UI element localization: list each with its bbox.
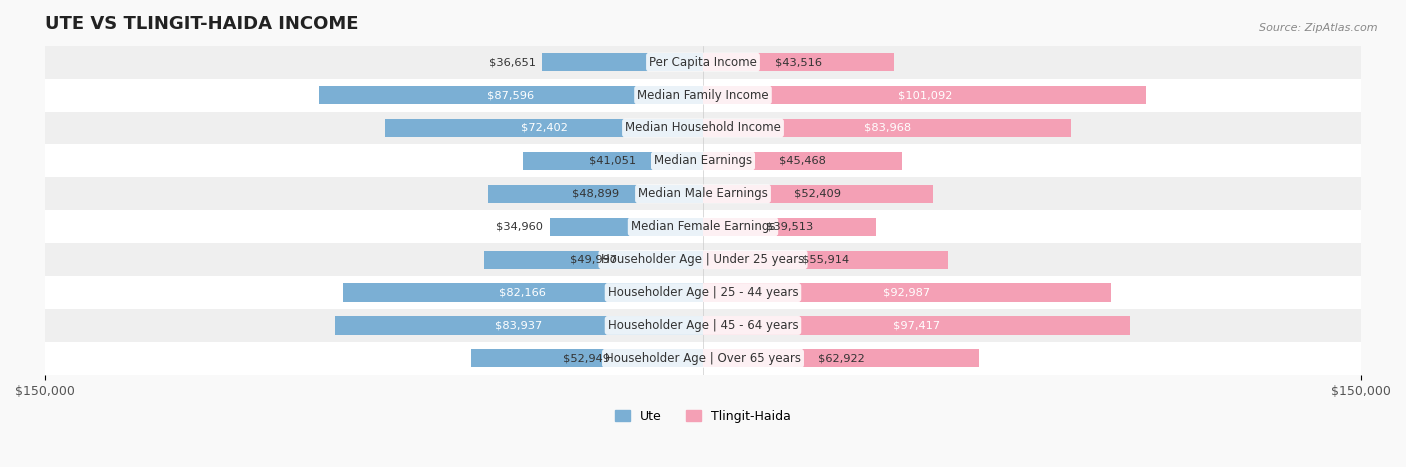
Bar <box>703 53 894 71</box>
Bar <box>703 152 903 170</box>
Bar <box>335 317 703 334</box>
Text: Median Earnings: Median Earnings <box>654 155 752 167</box>
Text: $72,402: $72,402 <box>520 123 568 133</box>
Text: Median Household Income: Median Household Income <box>626 121 780 134</box>
Bar <box>471 349 703 368</box>
Text: $101,092: $101,092 <box>897 90 952 100</box>
Text: $52,949: $52,949 <box>564 354 610 363</box>
Text: $45,468: $45,468 <box>779 156 827 166</box>
Text: UTE VS TLINGIT-HAIDA INCOME: UTE VS TLINGIT-HAIDA INCOME <box>45 15 359 33</box>
Bar <box>484 251 703 269</box>
Bar <box>703 317 1130 334</box>
Text: Householder Age | Under 25 years: Householder Age | Under 25 years <box>602 253 804 266</box>
FancyBboxPatch shape <box>45 276 1361 309</box>
Legend: Ute, Tlingit-Haida: Ute, Tlingit-Haida <box>610 405 796 428</box>
Bar <box>703 218 876 236</box>
Text: $83,937: $83,937 <box>495 320 543 331</box>
Text: Per Capita Income: Per Capita Income <box>650 56 756 69</box>
FancyBboxPatch shape <box>45 144 1361 177</box>
Bar <box>385 119 703 137</box>
Text: Householder Age | Over 65 years: Householder Age | Over 65 years <box>605 352 801 365</box>
Text: $39,513: $39,513 <box>766 222 813 232</box>
FancyBboxPatch shape <box>45 177 1361 210</box>
Text: $34,960: $34,960 <box>496 222 543 232</box>
FancyBboxPatch shape <box>45 46 1361 78</box>
Bar <box>343 283 703 302</box>
Bar <box>703 349 979 368</box>
Text: $52,409: $52,409 <box>794 189 841 199</box>
Text: $36,651: $36,651 <box>489 57 536 67</box>
FancyBboxPatch shape <box>45 210 1361 243</box>
Text: $87,596: $87,596 <box>488 90 534 100</box>
Bar <box>319 86 703 104</box>
Text: $43,516: $43,516 <box>775 57 823 67</box>
Text: $83,968: $83,968 <box>863 123 911 133</box>
FancyBboxPatch shape <box>45 309 1361 342</box>
Text: Source: ZipAtlas.com: Source: ZipAtlas.com <box>1260 23 1378 33</box>
Text: $48,899: $48,899 <box>572 189 619 199</box>
FancyBboxPatch shape <box>45 243 1361 276</box>
Bar <box>703 251 948 269</box>
Text: $97,417: $97,417 <box>893 320 941 331</box>
FancyBboxPatch shape <box>45 112 1361 144</box>
Text: Median Family Income: Median Family Income <box>637 89 769 101</box>
Text: $62,922: $62,922 <box>818 354 865 363</box>
Bar <box>703 283 1111 302</box>
FancyBboxPatch shape <box>45 342 1361 375</box>
Bar <box>543 53 703 71</box>
Text: $55,914: $55,914 <box>801 255 849 265</box>
Bar <box>703 185 934 203</box>
Text: Median Female Earnings: Median Female Earnings <box>631 220 775 233</box>
Text: $41,051: $41,051 <box>589 156 637 166</box>
Bar <box>703 119 1071 137</box>
Text: $92,987: $92,987 <box>883 288 931 297</box>
Text: Median Male Earnings: Median Male Earnings <box>638 187 768 200</box>
Bar <box>488 185 703 203</box>
Text: $82,166: $82,166 <box>499 288 546 297</box>
Bar <box>550 218 703 236</box>
Text: Householder Age | 25 - 44 years: Householder Age | 25 - 44 years <box>607 286 799 299</box>
Text: Householder Age | 45 - 64 years: Householder Age | 45 - 64 years <box>607 319 799 332</box>
FancyBboxPatch shape <box>45 78 1361 112</box>
Text: $49,997: $49,997 <box>569 255 617 265</box>
Bar <box>703 86 1146 104</box>
Bar <box>523 152 703 170</box>
